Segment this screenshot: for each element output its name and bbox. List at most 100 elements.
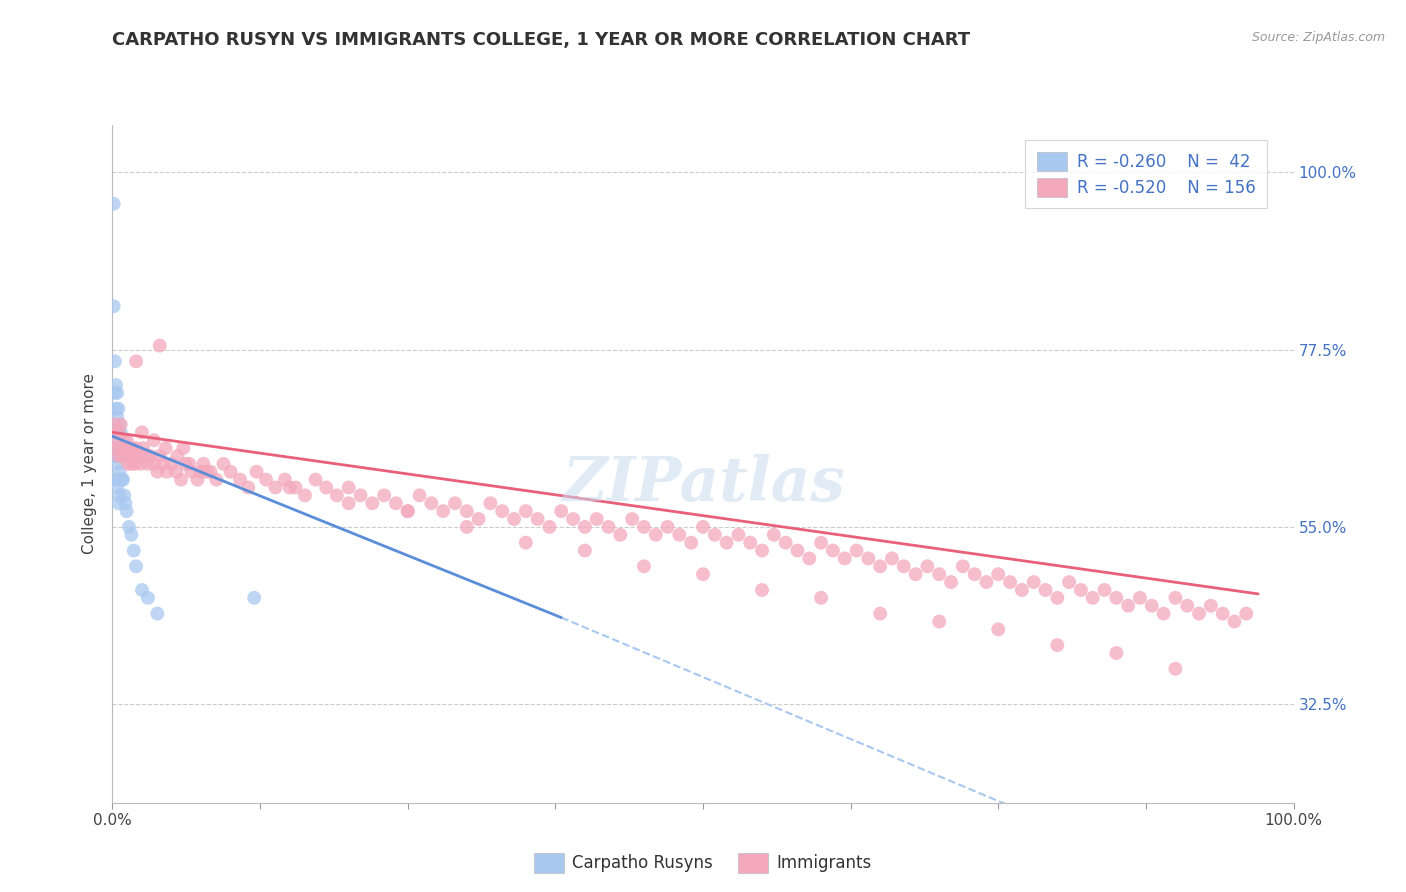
Point — [294, 488, 316, 502]
Point — [174, 457, 197, 471]
Point — [1129, 591, 1152, 605]
Point — [904, 567, 927, 582]
Point — [893, 559, 915, 574]
Point — [751, 582, 773, 597]
Point — [668, 528, 690, 542]
Point — [108, 417, 131, 432]
Point — [869, 559, 891, 574]
Point — [1188, 607, 1211, 621]
Point — [195, 465, 218, 479]
Point — [110, 473, 132, 487]
Point — [125, 354, 148, 368]
Point — [120, 457, 142, 471]
Point — [420, 496, 443, 510]
Point — [105, 433, 128, 447]
Point — [107, 425, 129, 440]
Point — [131, 425, 153, 440]
Point — [117, 457, 139, 471]
Point — [834, 551, 856, 566]
Point — [1046, 638, 1069, 652]
Point — [152, 457, 174, 471]
Point — [727, 528, 749, 542]
Point — [869, 607, 891, 621]
Point — [149, 338, 172, 352]
Point — [740, 535, 762, 549]
Point — [315, 481, 337, 495]
Point — [976, 575, 998, 590]
Point — [105, 378, 128, 392]
Text: CARPATHO RUSYN VS IMMIGRANTS COLLEGE, 1 YEAR OR MORE CORRELATION CHART: CARPATHO RUSYN VS IMMIGRANTS COLLEGE, 1 … — [112, 31, 970, 49]
Point — [108, 488, 131, 502]
Point — [245, 465, 267, 479]
Point — [1070, 582, 1092, 597]
Point — [456, 520, 478, 534]
Point — [408, 488, 430, 502]
Point — [1153, 607, 1175, 621]
Point — [105, 449, 128, 463]
Point — [212, 457, 235, 471]
Point — [515, 504, 537, 518]
Point — [786, 543, 808, 558]
Point — [115, 504, 138, 518]
Point — [105, 385, 128, 400]
Point — [987, 623, 1010, 637]
Point — [609, 528, 631, 542]
Point — [1116, 599, 1139, 613]
Point — [105, 441, 128, 455]
Point — [238, 481, 260, 495]
Point — [692, 520, 714, 534]
Point — [467, 512, 489, 526]
Point — [165, 465, 187, 479]
Point — [1094, 582, 1116, 597]
Point — [987, 567, 1010, 582]
Point — [172, 441, 194, 455]
Point — [229, 473, 252, 487]
Point — [1212, 607, 1234, 621]
Point — [180, 465, 202, 479]
Point — [880, 551, 903, 566]
Point — [105, 409, 128, 424]
Point — [104, 417, 127, 432]
Point — [219, 465, 242, 479]
Point — [110, 417, 132, 432]
Point — [274, 473, 297, 487]
Point — [1234, 607, 1257, 621]
Point — [114, 496, 136, 510]
Point — [1223, 615, 1246, 629]
Point — [107, 449, 129, 463]
Point — [107, 496, 129, 510]
Point — [526, 512, 548, 526]
Point — [105, 473, 128, 487]
Point — [716, 535, 738, 549]
Point — [939, 575, 962, 590]
Point — [657, 520, 679, 534]
Point — [125, 441, 148, 455]
Point — [644, 528, 666, 542]
Point — [105, 481, 128, 495]
Point — [998, 575, 1021, 590]
Point — [155, 441, 177, 455]
Point — [142, 457, 165, 471]
Point — [107, 473, 129, 487]
Point — [762, 528, 785, 542]
Point — [515, 535, 537, 549]
Point — [621, 512, 644, 526]
Point — [105, 401, 128, 416]
Point — [598, 520, 620, 534]
Point — [149, 449, 172, 463]
Point — [142, 433, 165, 447]
Point — [703, 528, 725, 542]
Point — [633, 559, 655, 574]
Point — [136, 591, 159, 605]
Point — [108, 441, 131, 455]
Point — [845, 543, 868, 558]
Point — [112, 433, 135, 447]
Point — [858, 551, 880, 566]
Point — [179, 457, 201, 471]
Point — [681, 535, 703, 549]
Point — [633, 520, 655, 534]
Point — [107, 449, 129, 463]
Point — [139, 449, 162, 463]
Text: Source: ZipAtlas.com: Source: ZipAtlas.com — [1251, 31, 1385, 45]
Point — [456, 504, 478, 518]
